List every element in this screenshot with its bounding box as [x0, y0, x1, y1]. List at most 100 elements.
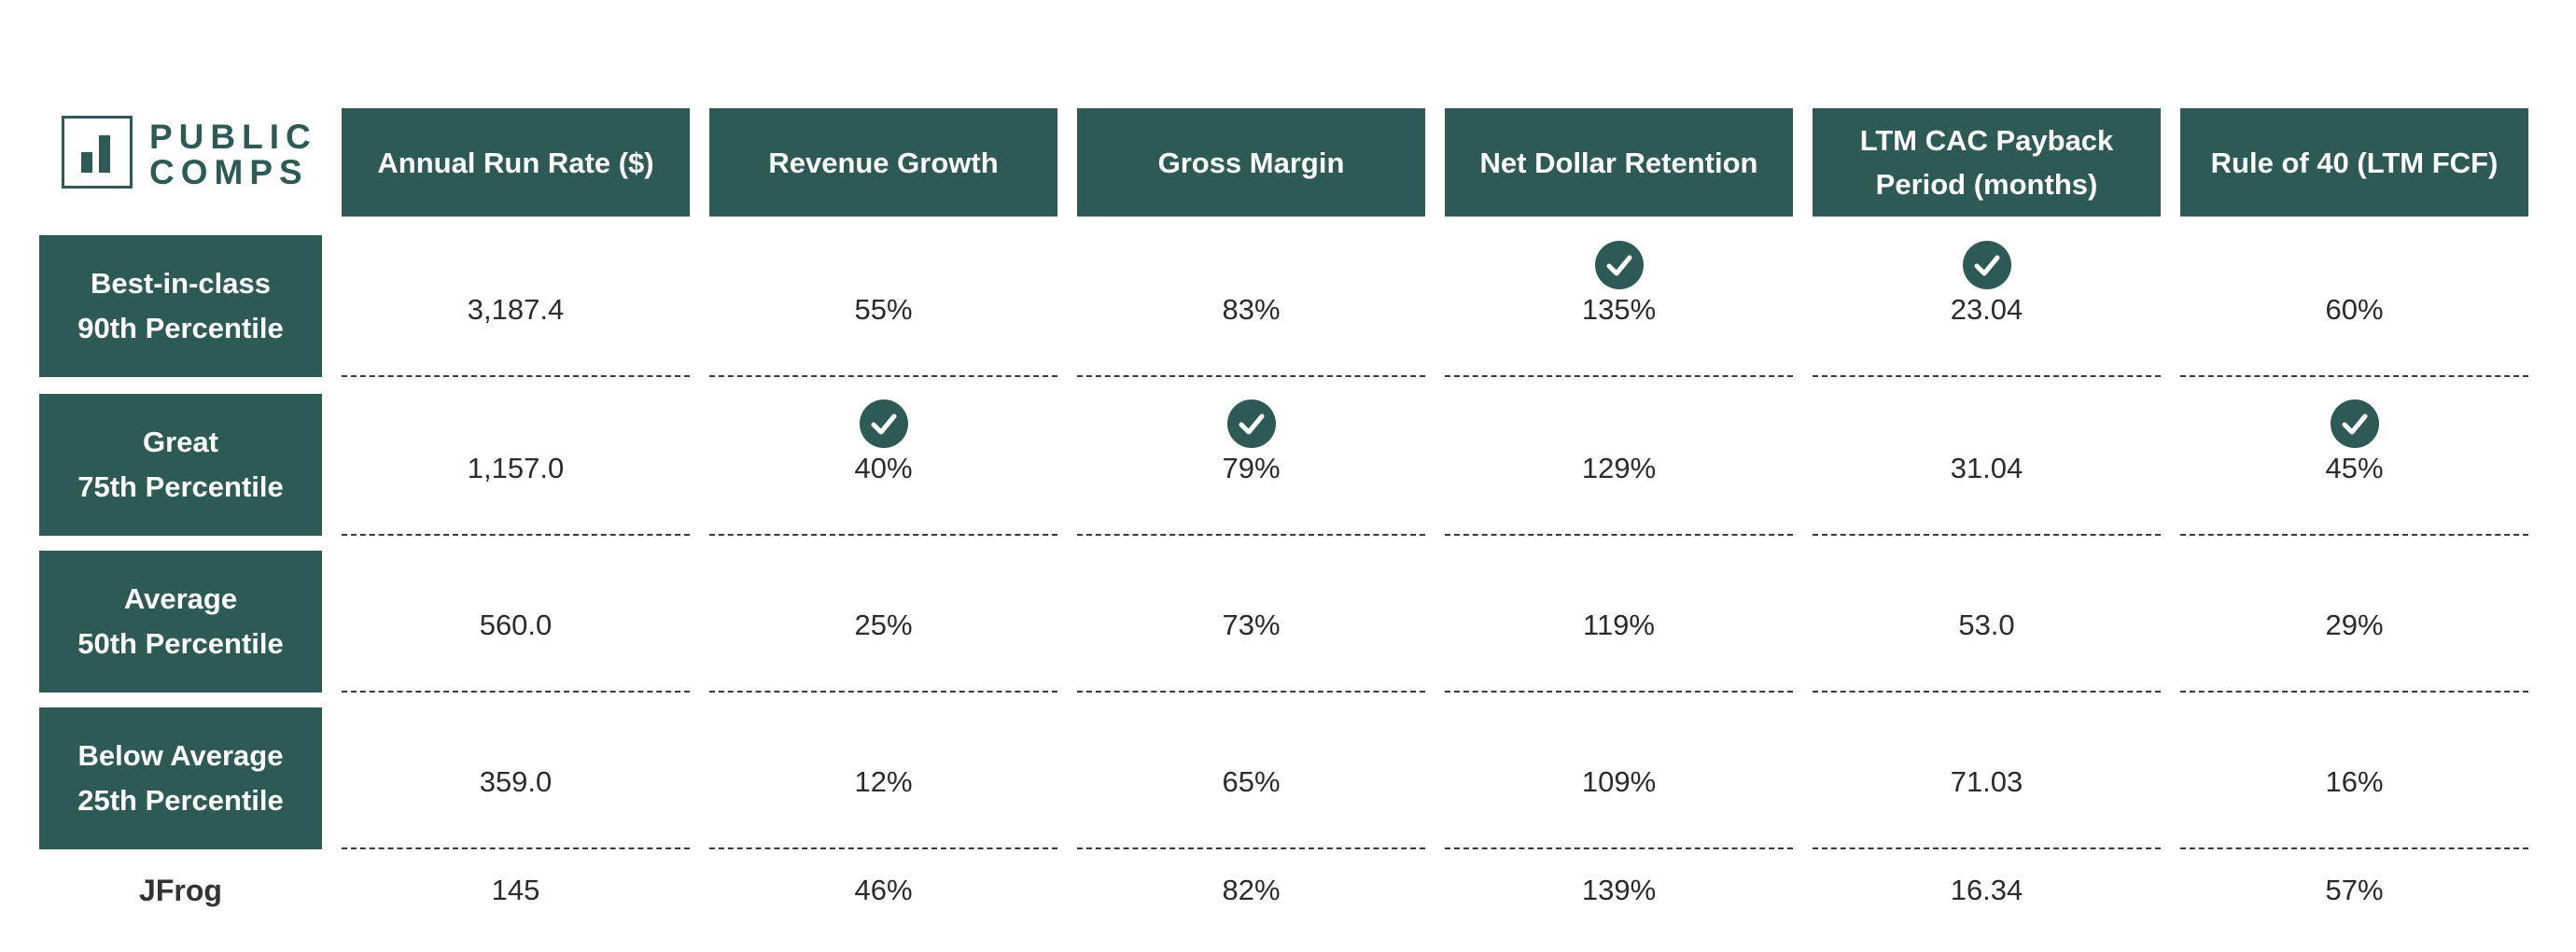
table-cell: 23.04	[1813, 235, 2161, 377]
cell-value: 65%	[1222, 765, 1281, 798]
row-divider	[342, 534, 690, 536]
table-cell: 359.0	[342, 707, 690, 849]
checkmark-icon	[1595, 241, 1644, 289]
row-divider	[1445, 375, 1793, 377]
row-header-tier: Average	[123, 582, 238, 615]
row-divider	[709, 691, 1057, 693]
checkmark-icon	[1963, 241, 2011, 289]
row-divider	[1077, 847, 1425, 849]
logo-chart-icon	[62, 116, 133, 189]
row-divider	[1813, 534, 2161, 536]
table-cell: 25%	[709, 551, 1057, 693]
cell-value: 45%	[2325, 452, 2384, 484]
row-divider	[342, 847, 690, 849]
row-divider	[709, 534, 1057, 536]
cell-value: 83%	[1222, 293, 1281, 326]
cell-value: 55%	[854, 293, 913, 326]
cell-value: 40%	[854, 452, 913, 484]
row-divider	[1077, 534, 1425, 536]
row-header-percentile: 75th Percentile	[77, 470, 284, 503]
row-header: Best-in-class 90th Percentile	[39, 235, 322, 377]
column-header: Gross Margin	[1077, 108, 1425, 217]
table-cell: 119%	[1445, 551, 1793, 693]
table-cell: 83%	[1077, 235, 1425, 377]
row-divider	[1077, 375, 1425, 377]
checkmark-icon	[1227, 399, 1276, 448]
cell-value: 1,157.0	[467, 452, 565, 484]
row-divider	[2180, 375, 2528, 377]
table-cell: 3,187.4	[342, 235, 690, 377]
table-cell: 29%	[2180, 551, 2528, 693]
row-divider	[709, 847, 1057, 849]
table-cell: 31.04	[1813, 394, 2161, 536]
row-divider	[1813, 847, 2161, 849]
column-header: LTM CAC Payback Period (months)	[1813, 108, 2161, 217]
logo-word-public: PUBLIC	[149, 118, 317, 156]
row-divider	[2180, 847, 2528, 849]
table-cell: 109%	[1445, 707, 1793, 849]
row-divider	[2180, 534, 2528, 536]
row-divider	[342, 375, 690, 377]
cell-value: 3,187.4	[467, 293, 565, 326]
cell-value: 135%	[1581, 293, 1657, 326]
cell-value: 29%	[2325, 609, 2384, 641]
column-header: Rule of 40 (LTM FCF)	[2180, 108, 2528, 217]
cell-value: 25%	[854, 609, 913, 641]
company-value: 139%	[1581, 874, 1657, 906]
table-cell: 135%	[1445, 235, 1793, 377]
row-divider	[709, 375, 1057, 377]
table-cell: 55%	[709, 235, 1057, 377]
table-cell: 1,157.0	[342, 394, 690, 536]
cell-value: 12%	[854, 765, 913, 798]
row-divider	[342, 691, 690, 693]
table-cell: 60%	[2180, 235, 2528, 377]
cell-value: 23.04	[1950, 293, 2023, 326]
table-cell: 73%	[1077, 551, 1425, 693]
cell-value: 560.0	[479, 609, 553, 641]
row-header-tier: Best-in-class	[91, 267, 271, 300]
cell-value: 71.03	[1950, 765, 2023, 798]
row-header-percentile: 50th Percentile	[77, 627, 284, 660]
table-cell: 129%	[1445, 394, 1793, 536]
cell-value: 119%	[1583, 609, 1655, 641]
row-divider	[2180, 691, 2528, 693]
row-divider	[1445, 534, 1793, 536]
row-header: Below Average 25th Percentile	[39, 707, 322, 849]
row-divider	[1445, 847, 1793, 849]
table-cell: 45%	[2180, 394, 2528, 536]
cell-value: 359.0	[479, 765, 553, 798]
row-header: Average 50th Percentile	[39, 551, 322, 693]
table-cell: 16%	[2180, 707, 2528, 849]
public-comps-logo: PUBLIC COMPS	[62, 116, 311, 194]
table-cell: 560.0	[342, 551, 690, 693]
row-divider	[1077, 691, 1425, 693]
row-header-tier: Below Average	[77, 739, 284, 772]
row-header: Great 75th Percentile	[39, 394, 322, 536]
table-cell: 71.03	[1813, 707, 2161, 849]
logo-word-comps: COMPS	[149, 153, 309, 191]
column-header: Net Dollar Retention	[1445, 108, 1793, 217]
column-header: Revenue Growth	[709, 108, 1057, 217]
row-header-tier: Great	[143, 426, 218, 458]
row-divider	[1813, 375, 2161, 377]
table-cell: 12%	[709, 707, 1057, 849]
cell-value: 16%	[2325, 765, 2384, 798]
checkmark-icon	[860, 399, 908, 448]
cell-value: 60%	[2325, 293, 2384, 326]
table-cell: 40%	[709, 394, 1057, 536]
checkmark-icon	[2331, 399, 2379, 448]
cell-value: 31.04	[1950, 452, 2023, 484]
row-divider	[1445, 691, 1793, 693]
cell-value: 109%	[1581, 765, 1657, 798]
company-value: 16.34	[1950, 874, 2023, 906]
row-divider	[1813, 691, 2161, 693]
cell-value: 53.0	[1958, 609, 2015, 641]
row-header-percentile: 25th Percentile	[77, 784, 284, 817]
cell-value: 129%	[1581, 452, 1657, 484]
company-value: 57%	[2325, 874, 2384, 906]
company-value: 145	[491, 874, 540, 906]
column-header: Annual Run Rate ($)	[342, 108, 690, 217]
company-value: 82%	[1222, 874, 1281, 906]
table-cell: 79%	[1077, 394, 1425, 536]
company-name: JFrog	[139, 874, 222, 907]
